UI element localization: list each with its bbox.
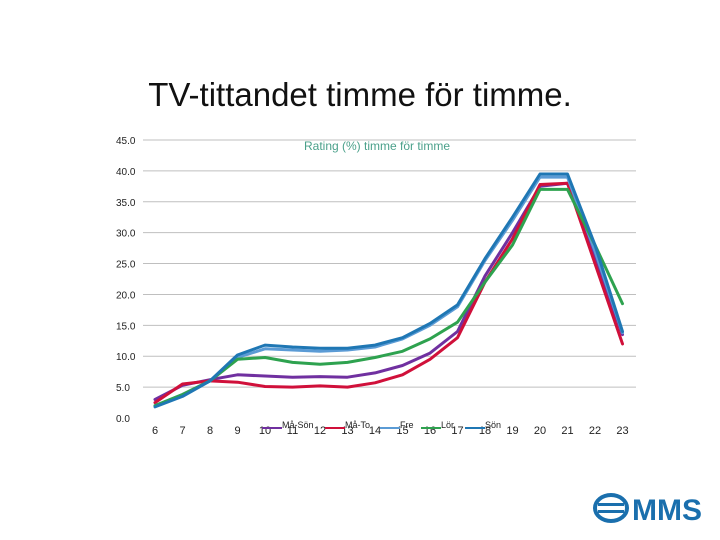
series-line-s-n xyxy=(153,172,624,409)
y-tick-label: 40.0 xyxy=(116,167,136,178)
y-tick-label: 35.0 xyxy=(116,198,136,209)
series-line-fre xyxy=(153,175,624,408)
y-tick-label: 5.0 xyxy=(116,383,130,394)
x-tick-label: 12 xyxy=(314,425,326,437)
x-tick-label: 23 xyxy=(616,425,628,437)
x-tick-label: 16 xyxy=(424,425,436,437)
y-tick-label: 20.0 xyxy=(116,290,136,301)
x-axis: 6 7 8 9 10 11 12 13 14 15 16 17 18 19 20 21 22 23 xyxy=(152,425,629,437)
legend-label: Må-Sön xyxy=(282,420,314,430)
x-tick-label: 7 xyxy=(179,425,185,437)
x-tick-label: 9 xyxy=(234,425,240,437)
y-tick-label: 10.0 xyxy=(116,352,136,363)
legend-label: Sön xyxy=(485,420,501,430)
x-tick-label: 6 xyxy=(152,425,158,437)
x-tick-label: 21 xyxy=(561,425,573,437)
chart-title: Rating (%) timme för timme xyxy=(304,139,450,153)
series-line-l-r xyxy=(153,187,624,408)
x-tick-label: 11 xyxy=(287,425,298,437)
x-tick-label: 22 xyxy=(589,425,601,437)
x-tick-label: 19 xyxy=(506,425,518,437)
legend: Må-Sön Må-To Fre Lör Sön xyxy=(262,420,501,430)
x-tick-label: 10 xyxy=(259,425,271,437)
series-layer xyxy=(153,172,624,409)
y-tick-label: 30.0 xyxy=(116,229,136,240)
x-tick-label: 8 xyxy=(207,425,213,437)
x-tick-label: 17 xyxy=(451,425,463,437)
series-line-m-to xyxy=(153,181,624,405)
y-tick-label: 15.0 xyxy=(116,321,136,332)
mms-logo: MMS xyxy=(593,493,702,527)
x-tick-label: 14 xyxy=(369,425,381,437)
y-tick-label: 25.0 xyxy=(116,260,136,271)
y-tick-label: 45.0 xyxy=(116,136,136,147)
y-axis: 0.0 5.0 10.0 15.0 20.0 25.0 30.0 35.0 40.0 45.0 xyxy=(116,136,136,425)
legend-label: Lör xyxy=(441,420,454,430)
y-tick-label: 0.0 xyxy=(116,414,130,425)
gridlines xyxy=(143,139,636,388)
logo-text: MMS xyxy=(632,494,702,527)
legend-label: Fre xyxy=(400,420,414,430)
legend-label: Må-To xyxy=(345,420,370,430)
slide-title: TV-tittandet timme för timme. xyxy=(148,76,572,113)
logo-mark-icon xyxy=(593,493,629,523)
x-tick-label: 20 xyxy=(534,425,546,437)
